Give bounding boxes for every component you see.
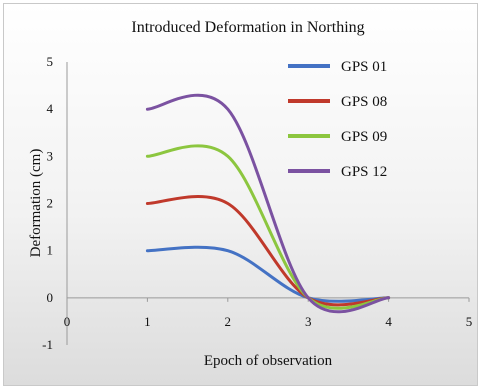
y-tick-label: 4	[47, 101, 54, 116]
y-tick-label: 3	[47, 148, 54, 163]
y-tick-label: 0	[47, 290, 54, 305]
x-tick-label: 3	[305, 314, 312, 329]
series-line-gps-08	[145, 195, 391, 307]
x-tick-label: 2	[225, 314, 232, 329]
y-tick-label: -1	[42, 337, 53, 352]
y-axis-label: Deformation (cm)	[28, 149, 44, 258]
legend-label: GPS 08	[341, 94, 387, 110]
x-tick-label: 4	[385, 314, 392, 329]
x-axis-label: Epoch of observation	[204, 353, 333, 369]
x-tick-label: 1	[144, 314, 151, 329]
legend: GPS 01 GPS 08 GPS 09 GPS 12	[288, 59, 387, 180]
x-tick-label: 0	[64, 314, 71, 329]
y-tick-labels: -1 0 1 2 3 4 5	[42, 54, 53, 352]
y-tick-label: 5	[47, 54, 54, 69]
chart-frame	[3, 3, 478, 386]
series-line-gps-12	[145, 93, 391, 314]
x-tick-label: 5	[466, 314, 473, 329]
y-tick-label: 1	[47, 243, 54, 258]
x-tick-labels: 0 1 2 3 4 5	[64, 297, 473, 329]
legend-label: GPS 12	[341, 164, 387, 180]
chart-title: Introduced Deformation in Northing	[131, 19, 364, 36]
y-tick-label: 2	[47, 196, 54, 211]
legend-label: GPS 09	[341, 129, 387, 145]
series-lines	[145, 93, 391, 314]
series-line-gps-09	[145, 144, 391, 310]
legend-label: GPS 01	[341, 59, 387, 75]
series-line-gps-01	[145, 245, 391, 303]
